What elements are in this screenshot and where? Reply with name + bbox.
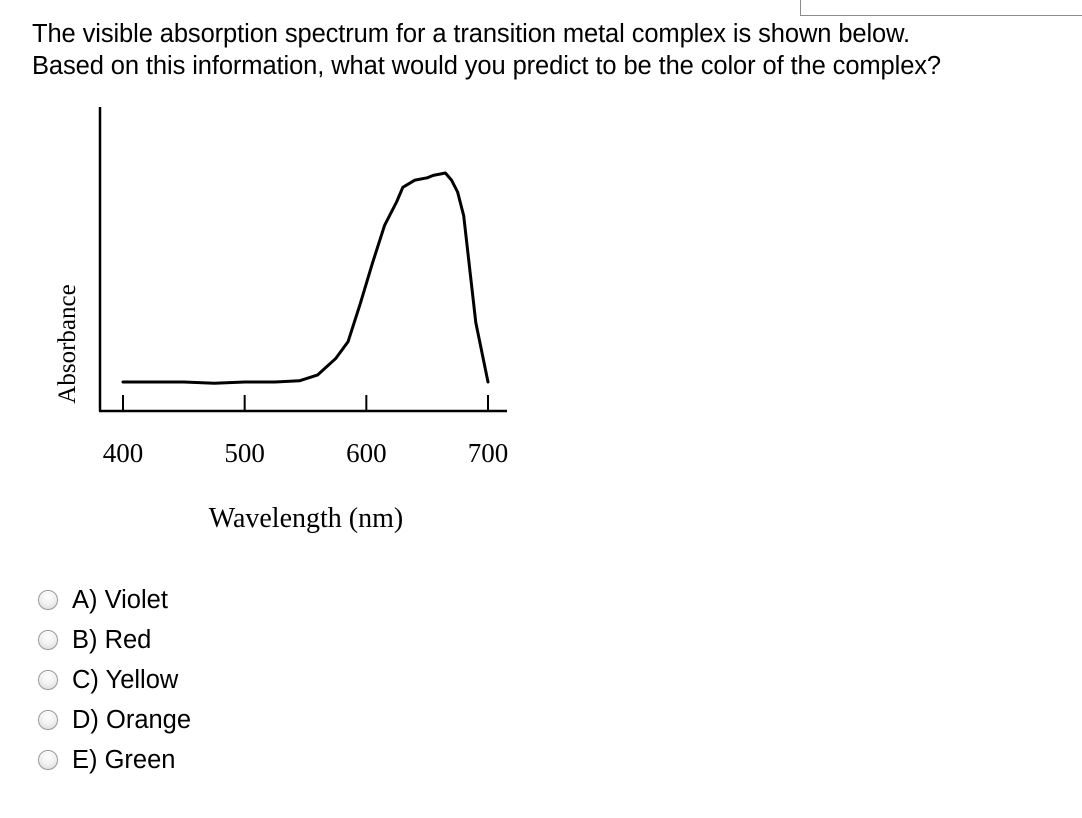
x-tick-label-500: 500	[224, 438, 265, 468]
radio-button[interactable]	[38, 670, 58, 690]
question-line-2: Based on this information, what would yo…	[32, 52, 942, 80]
radio-button[interactable]	[38, 630, 58, 650]
question-text: The visible absorption spectrum for a tr…	[32, 18, 1072, 82]
x-tick-label-700: 700	[468, 438, 509, 468]
radio-button[interactable]	[38, 750, 58, 770]
y-axis-label: Absorbance	[54, 284, 81, 403]
answer-option[interactable]: B) Red	[38, 620, 191, 660]
answer-option[interactable]: C) Yellow	[38, 660, 191, 700]
answer-option[interactable]: D) Orange	[38, 700, 191, 740]
radio-button[interactable]	[38, 710, 58, 730]
question-line-1: The visible absorption spectrum for a tr…	[32, 20, 911, 48]
x-tick-group	[122, 395, 489, 412]
answer-box[interactable]	[800, 0, 1082, 16]
answer-option[interactable]: A) Violet	[38, 580, 191, 620]
absorbance-curve	[121, 171, 490, 385]
x-axis-label: Wavelength (nm)	[209, 503, 403, 534]
answer-option-label: A) Violet	[72, 586, 168, 614]
answer-option[interactable]: E) Green	[38, 740, 191, 780]
x-tick-label-group: 400 500 600 700	[103, 438, 509, 468]
answer-option-label: D) Orange	[72, 706, 192, 734]
answer-option-label: E) Green	[72, 746, 176, 774]
absorption-spectrum-chart: 400 500 600 700 Absorbance Wavelength (nm)	[54, 107, 509, 534]
answer-option-label: C) Yellow	[72, 666, 179, 694]
answer-options: A) Violet B) Red C) Yellow D) Orange E) Gree…	[38, 580, 191, 780]
x-tick-label-400: 400	[103, 438, 144, 468]
answer-option-label: B) Red	[72, 626, 152, 654]
x-tick-label-600: 600	[346, 438, 387, 468]
radio-button[interactable]	[38, 590, 58, 610]
